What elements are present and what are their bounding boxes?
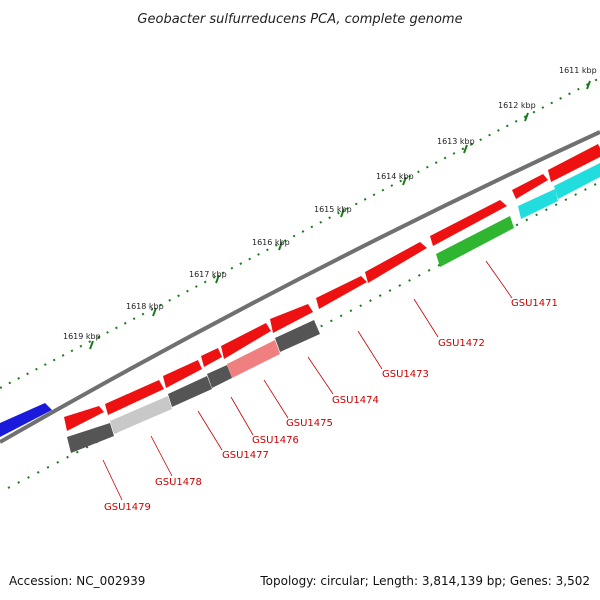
callout-line (102, 459, 123, 501)
gene-arrow[interactable] (430, 200, 507, 246)
gene-arrow[interactable] (105, 380, 164, 415)
forward-genes (0, 144, 600, 437)
gene-arrow[interactable] (316, 276, 367, 309)
gene-label[interactable]: GSU1474 (332, 395, 379, 406)
gene-block-dark[interactable] (168, 376, 212, 407)
gene-arrow[interactable] (365, 242, 427, 283)
gene-arrow[interactable] (221, 323, 271, 359)
kbp-label: 1615 kbp (314, 205, 352, 214)
callout-line (263, 379, 289, 419)
gene-label[interactable]: GSU1476 (252, 435, 299, 446)
gene-label[interactable]: GSU1471 (511, 298, 558, 309)
gene-label[interactable]: GSU1473 (382, 369, 429, 380)
gene-callouts (102, 260, 513, 501)
gene-block-dark[interactable] (275, 320, 320, 352)
kbp-label: 1616 kbp (252, 238, 290, 247)
gene-block-dark[interactable] (67, 423, 114, 453)
kbp-label: 1612 kbp (498, 101, 536, 110)
gene-block-pink[interactable] (227, 340, 280, 378)
kbp-label: 1611 kbp (559, 66, 597, 75)
kbp-label: 1618 kbp (126, 302, 164, 311)
major-tick (89, 340, 94, 350)
gene-label[interactable]: GSU1478 (155, 477, 202, 488)
kbp-label: 1617 kbp (189, 270, 227, 279)
gene-block-cyan[interactable] (554, 163, 600, 199)
gene-label[interactable]: GSU1475 (286, 418, 333, 429)
major-tick (524, 112, 529, 122)
gene-arrow[interactable] (548, 144, 600, 182)
accession-text: Accession: NC_002939 (9, 574, 146, 588)
kbp-label: 1614 kbp (376, 172, 414, 181)
gene-block-cyan[interactable] (518, 189, 558, 219)
major-tick (586, 80, 591, 90)
major-tick (340, 208, 345, 218)
gene-arrow[interactable] (163, 360, 202, 388)
major-tick (402, 176, 407, 186)
callout-line (150, 435, 173, 477)
gene-arrow[interactable] (270, 304, 313, 333)
gene-arrow[interactable] (512, 174, 548, 199)
map-title: Geobacter sulfurreducens PCA, complete g… (137, 12, 462, 27)
kbp-label: 1613 kbp (437, 137, 475, 146)
major-tick (152, 307, 157, 317)
gene-label[interactable]: GSU1479 (104, 502, 151, 513)
genome-summary-text: Topology: circular; Length: 3,814,139 bp… (260, 574, 590, 588)
kbp-label: 1619 kbp (63, 332, 101, 341)
genome-backbone (0, 130, 600, 444)
major-tick (215, 274, 220, 284)
callout-line (413, 298, 439, 338)
gene-label[interactable]: GSU1472 (438, 338, 485, 349)
kbp-labels: 1611 kbp 1612 kbp 1613 kbp 1614 kbp 1615… (63, 66, 597, 341)
gene-block-dark[interactable] (207, 365, 232, 388)
gene-arrow[interactable] (201, 348, 222, 367)
major-ticks (89, 80, 591, 350)
callout-line (197, 410, 223, 451)
gene-label[interactable]: GSU1477 (222, 450, 269, 461)
reverse-genes (67, 163, 600, 453)
gene-arrow[interactable] (64, 406, 104, 431)
callout-line (485, 260, 513, 299)
callout-line (307, 356, 334, 395)
gene-block-green[interactable] (436, 216, 514, 267)
callout-line (357, 330, 383, 370)
callout-line (230, 396, 254, 436)
major-tick (278, 241, 283, 251)
gene-labels: GSU1471 GSU1472 GSU1473 GSU1474 GSU1475 … (104, 298, 558, 513)
gene-block-light[interactable] (110, 396, 172, 434)
major-tick (463, 144, 468, 154)
gene-arrow-blue[interactable] (0, 403, 52, 437)
